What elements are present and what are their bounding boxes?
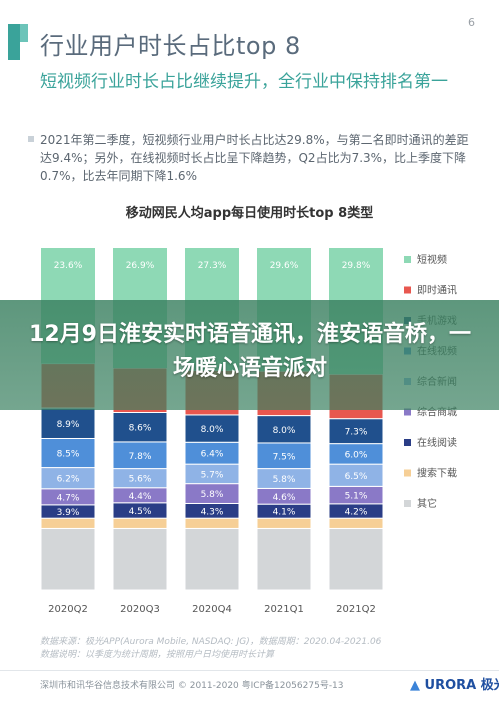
bar-segment-5-3: [256, 442, 312, 470]
data-label: 5.7%: [201, 470, 224, 480]
data-label: 8.5%: [57, 450, 80, 460]
data-label: 7.5%: [273, 452, 296, 462]
legend-label: 搜索下载: [417, 467, 457, 480]
legend-label: 在线阅读: [417, 436, 457, 449]
legend-swatch: [404, 286, 411, 294]
x-tick-label: 2021Q2: [336, 604, 376, 615]
legend-label: 即时通讯: [417, 285, 457, 297]
bar-segment-0-3: [256, 527, 312, 591]
bar-segment-1-4: [328, 517, 384, 529]
data-label: 5.8%: [201, 490, 224, 500]
page-title: 行业用户时长占比top 8: [40, 32, 301, 60]
data-label: 4.7%: [57, 493, 80, 503]
legend-swatch: [404, 256, 411, 263]
data-label: 6.4%: [201, 450, 224, 460]
data-label: 4.3%: [201, 507, 224, 517]
source-line-2: 数据说明：以季度为统计周期，按照用户日均使用时长计算: [40, 650, 275, 660]
footer-brand-logo: ▲ URORA 极光: [410, 674, 499, 693]
data-label: 5.6%: [129, 475, 152, 485]
section-logo-icon: [8, 24, 28, 60]
data-label: 3.9%: [57, 508, 80, 518]
bar-segment-6-3: [256, 415, 312, 444]
data-label: 7.3%: [345, 428, 368, 438]
data-label: 8.0%: [273, 426, 296, 436]
source-line-1: 数据来源：极光APP(Aurora Mobile, NASDAQ: JG)，数据…: [40, 637, 382, 647]
data-label: 26.9%: [126, 261, 155, 271]
body-paragraph: 2021年第二季度，短视频行业用户时长占比达29.8%，与第二名即时通讯的差距达…: [40, 133, 469, 183]
legend-swatch: [404, 408, 411, 416]
bar-segment-6-1: [112, 412, 168, 443]
data-label: 5.1%: [345, 492, 368, 502]
data-label: 4.6%: [273, 493, 296, 503]
data-label: 6.0%: [345, 450, 368, 460]
bar-segment-6-2: [184, 414, 240, 443]
data-source-note: 数据来源：极光APP(Aurora Mobile, NASDAQ: JG)，数据…: [40, 636, 381, 662]
data-label: 4.2%: [345, 507, 368, 517]
bar-segment-6-0: [40, 407, 96, 439]
chart-title: 移动网民人均app每日使用时长top 8类型: [125, 206, 374, 221]
data-label: 8.6%: [129, 424, 152, 434]
footer-brand-name: URORA 极光: [424, 678, 499, 693]
stacked-bar-chart: 3.9% 4.7% 6.2% 8.5% 8.9% 23.6% 2020Q2 4.5% 4.4% 5…: [40, 248, 457, 615]
banner-text: 12月9日淮安实时语音通讯，淮安语音桥，一场暖心语音派对: [29, 322, 471, 381]
data-label: 5.8%: [273, 475, 296, 485]
x-tick-label: 2020Q3: [120, 604, 160, 615]
x-tick-label: 2020Q4: [192, 604, 232, 615]
bar-segment-1-0: [40, 517, 96, 529]
bar-segment-0-0: [40, 527, 96, 591]
legend-label: 其它: [417, 497, 437, 510]
data-label: 7.8%: [129, 452, 152, 462]
overlay-banner: [0, 300, 499, 410]
bar-segment-1-3: [256, 517, 312, 529]
data-label: 8.0%: [201, 425, 224, 435]
data-label: 8.9%: [57, 420, 80, 430]
x-tick-label: 2021Q1: [264, 604, 304, 615]
data-label: 6.2%: [57, 475, 80, 485]
bar-segment-1-1: [112, 517, 168, 529]
data-label: 6.5%: [345, 472, 368, 482]
page-number: 6: [468, 16, 475, 29]
x-tick-label: 2020Q2: [48, 604, 88, 615]
data-label: 27.3%: [198, 261, 227, 271]
bar-segment-0-4: [328, 527, 384, 591]
legend-swatch: [404, 439, 411, 446]
aurora-logo-icon: ▲: [410, 678, 420, 693]
data-label: 4.1%: [273, 508, 296, 518]
data-label: 29.8%: [342, 261, 371, 271]
legend-swatch: [404, 500, 411, 507]
bullet-icon: [28, 136, 34, 142]
data-label: 23.6%: [54, 261, 83, 271]
bar-segment-0-1: [112, 527, 168, 591]
data-label: 29.6%: [270, 261, 299, 271]
footer-divider: [0, 670, 499, 671]
data-label: 4.5%: [129, 507, 152, 517]
bar-segment-1-2: [184, 517, 240, 529]
legend-swatch: [404, 469, 411, 477]
page-subtitle: 短视频行业时长占比继续提升，全行业中保持排名第一: [40, 72, 448, 92]
legend-label: 短视频: [417, 253, 447, 266]
footer-copyright: 深圳市和讯华谷信息技术有限公司 © 2011-2020 粤ICP备1205627…: [40, 681, 344, 691]
data-label: 4.4%: [129, 492, 152, 502]
bar-segment-0-2: [184, 527, 240, 591]
